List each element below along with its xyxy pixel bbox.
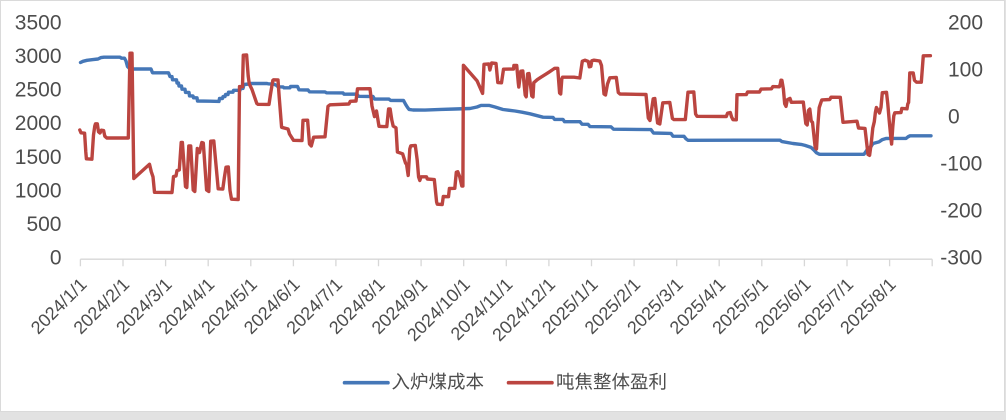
svg-text:-300: -300 bbox=[940, 247, 982, 270]
svg-text:1500: 1500 bbox=[15, 146, 62, 169]
svg-text:0: 0 bbox=[948, 106, 960, 129]
svg-text:-100: -100 bbox=[940, 153, 982, 176]
svg-text:2500: 2500 bbox=[15, 79, 62, 102]
svg-text:-200: -200 bbox=[940, 200, 982, 223]
svg-text:500: 500 bbox=[26, 213, 61, 236]
svg-text:2000: 2000 bbox=[15, 112, 62, 135]
svg-text:3000: 3000 bbox=[15, 45, 62, 68]
svg-text:3500: 3500 bbox=[15, 11, 62, 34]
svg-text:1000: 1000 bbox=[15, 179, 62, 202]
svg-text:200: 200 bbox=[948, 11, 983, 34]
svg-text:100: 100 bbox=[948, 58, 983, 81]
svg-text:0: 0 bbox=[50, 247, 62, 270]
